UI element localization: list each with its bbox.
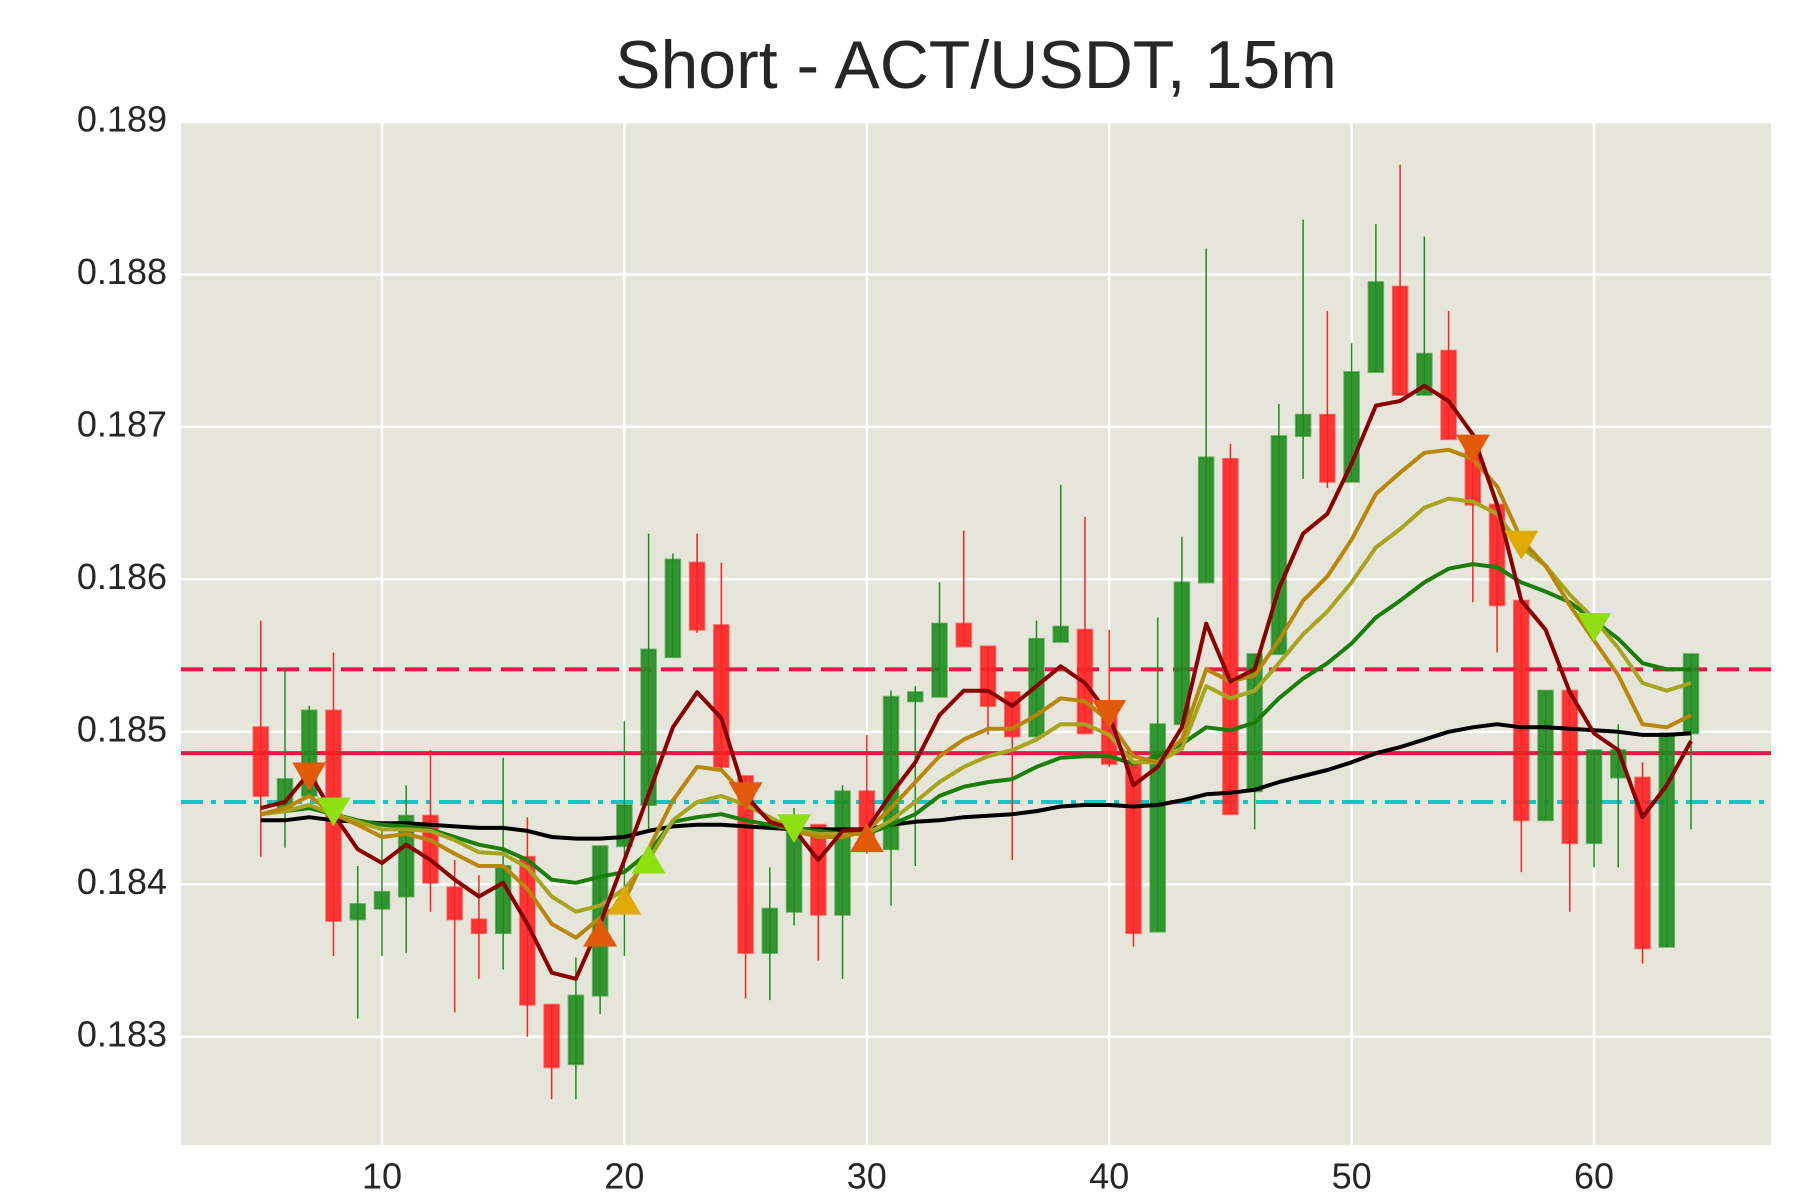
candle-body [1440, 349, 1457, 441]
candle-body [567, 994, 585, 1066]
candle-body [1416, 352, 1433, 396]
y-tick-label: 0.186 [77, 556, 167, 597]
candle-body [1367, 281, 1385, 374]
x-tick-label: 30 [847, 1156, 887, 1197]
signal-marker [1092, 699, 1127, 729]
candle-body [713, 624, 730, 768]
candle-body [1634, 776, 1651, 950]
candle-body [955, 622, 973, 648]
signal-marker [1577, 613, 1612, 642]
candle-body [1125, 762, 1142, 935]
x-tick-label: 10 [362, 1156, 402, 1197]
candle-body [1585, 749, 1603, 845]
candle-body [1222, 457, 1239, 816]
signal-marker [607, 885, 642, 915]
signal-marker [777, 814, 812, 844]
indicator-line [260, 496, 1692, 914]
y-tick-label: 0.188 [77, 251, 167, 292]
candle-body [1294, 413, 1312, 438]
plot-area [181, 122, 1771, 1145]
candle-body [1513, 599, 1530, 822]
candle-body [834, 790, 851, 916]
y-tick-label: 0.184 [77, 861, 167, 902]
reference-lines [181, 667, 1771, 804]
candle-body [252, 726, 270, 797]
candle-body [688, 561, 706, 631]
candle-body [810, 823, 827, 916]
candle-body [373, 890, 391, 910]
candle-body [931, 622, 948, 698]
candle-body [616, 804, 633, 848]
candle-body [1149, 723, 1166, 933]
x-tick-label: 20 [604, 1156, 644, 1197]
indicator-line [260, 383, 1693, 981]
candle-body [664, 558, 682, 659]
candle-body [494, 865, 512, 935]
candle-body [761, 907, 779, 954]
signal-marker [292, 762, 327, 792]
candle-body [543, 1003, 560, 1069]
candle-body [1197, 456, 1215, 584]
candle-body [1270, 435, 1288, 656]
candle-body [907, 691, 924, 703]
signal-marker [1504, 530, 1539, 560]
y-tick-label: 0.189 [77, 99, 167, 140]
signal-marker [1455, 434, 1490, 464]
x-tick-label: 40 [1089, 1156, 1129, 1197]
indicator-line [260, 562, 1691, 885]
signal-markers [292, 434, 1612, 947]
indicator-line [260, 447, 1692, 940]
candle-body [1052, 625, 1069, 643]
y-tick-label: 0.185 [77, 708, 167, 749]
signal-marker [583, 917, 618, 947]
signal-marker [849, 823, 884, 853]
candle-body [640, 648, 657, 807]
candle-body [1658, 732, 1676, 948]
signal-marker [631, 844, 666, 874]
candle-body [979, 645, 997, 707]
x-tick-label: 50 [1332, 1156, 1372, 1197]
x-tick-label: 60 [1574, 1156, 1614, 1197]
chart-title: Short - ACT/USDT, 15m [615, 27, 1337, 103]
candle-body [1319, 413, 1336, 483]
signal-marker [316, 797, 351, 827]
candle-body [1391, 285, 1409, 396]
indicator-line [260, 722, 1692, 841]
candle-body [1561, 689, 1579, 845]
candle-body [470, 918, 488, 935]
candle-body [349, 903, 366, 921]
y-tick-label: 0.187 [77, 403, 167, 444]
signal-marker [728, 782, 763, 812]
indicator-lines [260, 383, 1693, 981]
candle-body [1682, 653, 1700, 735]
candle-body [446, 886, 463, 921]
y-tick-label: 0.183 [77, 1013, 167, 1054]
tick-labels: 0.183 0.184 0.185 0.186 0.187 0.188 0.189 10 20 3… [77, 99, 1614, 1197]
candle-body [1537, 689, 1554, 822]
